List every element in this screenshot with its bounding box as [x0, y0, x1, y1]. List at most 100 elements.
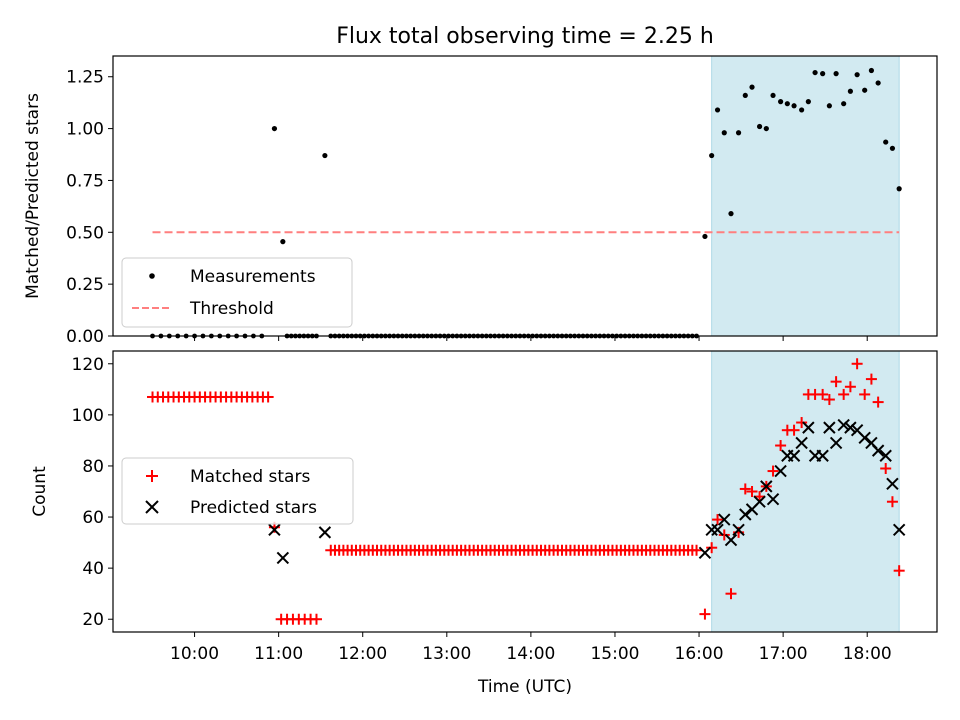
legend-label-matched: Matched stars: [190, 467, 310, 487]
legend-marker-predicted: [145, 500, 159, 514]
matched-point: [872, 396, 884, 408]
matched-point: [838, 388, 850, 400]
predicted-point-b: [886, 477, 899, 491]
predicted-point-b: [850, 423, 864, 437]
predicted-point-b: [837, 418, 850, 432]
predicted-point-b: [829, 436, 843, 450]
matched-point: [754, 491, 766, 503]
measurement-point: [791, 103, 797, 109]
predicted-point-b: [711, 523, 724, 537]
measurement-point: [735, 130, 742, 136]
matched-point: [767, 465, 779, 477]
measurement-point: [833, 71, 839, 77]
predicted-point-b: [865, 436, 878, 450]
legend-label-threshold: Threshold: [189, 299, 274, 319]
x-tick-label: 14:00: [506, 644, 555, 664]
predicted-point-b: [724, 533, 738, 547]
predicted-point-b: [879, 449, 892, 462]
predicted-point-b: [268, 523, 281, 537]
predicted-point: [718, 513, 731, 526]
y-tick-label: 80: [82, 457, 104, 477]
matched-point: [262, 391, 274, 403]
matched-point: [886, 496, 898, 508]
measurement-point: [770, 92, 776, 99]
observing-span-bottom: [711, 350, 900, 633]
predicted-point: [774, 464, 787, 478]
predicted-point-b: [787, 449, 801, 462]
matched-point: [788, 424, 800, 436]
measurement-point: [322, 152, 328, 159]
predicted-point-b: [816, 449, 829, 462]
matched-point: [823, 394, 835, 406]
x-tick-label: 18:00: [843, 644, 892, 664]
matched-point: [851, 358, 863, 370]
predicted-point-b: [698, 546, 712, 560]
x-tick-label: 12:00: [338, 644, 387, 664]
y-tick-label: 0.25: [66, 275, 104, 295]
predicted-point-b: [318, 526, 332, 539]
y-tick-label: 0.75: [66, 171, 104, 191]
matched-point: [859, 388, 871, 400]
predicted-point-b: [739, 508, 752, 521]
measurement-point: [778, 99, 784, 105]
predicted-point-b: [732, 523, 745, 537]
count-panel: 20 40 60 80 100 120 10:00 11:00 12:00 13:00 14:00 1…: [30, 350, 938, 697]
measurement-point: [756, 123, 763, 130]
predicted-point: [892, 523, 906, 537]
predicted-point: [766, 492, 780, 506]
measurement-point: [875, 80, 881, 86]
predicted-point: [698, 546, 712, 560]
predicted-point: [795, 436, 808, 450]
measurement-point: [784, 101, 790, 107]
x-tick-label: 16:00: [675, 644, 724, 664]
predicted-point-b: [802, 421, 815, 434]
predicted-point-b: [705, 523, 718, 537]
x-tick-label: 10:00: [170, 644, 219, 664]
matched-point: [817, 388, 829, 400]
axes-frame: [112, 350, 938, 633]
chart-title: Flux total observing time = 2.25 h: [336, 24, 714, 49]
y-tick-label: 20: [82, 610, 104, 630]
measurement-point: [841, 101, 847, 107]
x-axis-label-time: Time (UTC): [477, 677, 572, 697]
predicted-point: [724, 533, 738, 547]
y-tick-label: 0.50: [66, 223, 104, 243]
predicted-point-b: [858, 431, 871, 445]
predicted-point-b: [276, 551, 290, 565]
x-tick-label: 11:00: [254, 644, 303, 664]
measurement-point: [826, 103, 832, 109]
measurement-point: [889, 145, 896, 151]
ratio-panel: 0.00 0.25 0.50 0.75 1.00 1.25 Matched/Predict…: [23, 55, 938, 347]
predicted-point: [829, 436, 843, 450]
matched-point: [830, 376, 842, 388]
x-tick-label: 17:00: [759, 644, 808, 664]
predicted-point: [739, 508, 752, 521]
predicted-point-b: [795, 436, 808, 450]
legend-bottom: Matched stars Predicted stars: [121, 457, 354, 525]
y-tick-label: 40: [82, 559, 104, 579]
y-tick-label: 100: [72, 406, 104, 426]
predicted-point-b: [892, 523, 906, 537]
matched-point: [893, 565, 905, 577]
measurement-point: [805, 99, 811, 105]
y-tick-label: 1.00: [66, 120, 104, 140]
measurement-point: [742, 92, 748, 99]
matched-point: [725, 588, 737, 600]
measurement-point: [862, 87, 868, 93]
matched-point: [880, 463, 892, 475]
measurement-point: [847, 88, 853, 94]
measurement-point: [896, 186, 902, 192]
measurement-point: [749, 84, 755, 90]
y-axis-label-count: Count: [30, 466, 50, 517]
predicted-point-b: [718, 513, 731, 526]
measurement-point: [714, 107, 721, 113]
predicted-point: [816, 449, 829, 462]
y-tick-label: 1.25: [66, 68, 104, 88]
y-tick-label: 60: [82, 508, 104, 528]
predicted-point: [787, 449, 801, 462]
matched-point: [718, 529, 730, 541]
predicted-point: [837, 418, 850, 432]
measurement-point: [709, 152, 715, 159]
predicted-point-b: [760, 480, 773, 493]
matched-point: [699, 608, 711, 620]
